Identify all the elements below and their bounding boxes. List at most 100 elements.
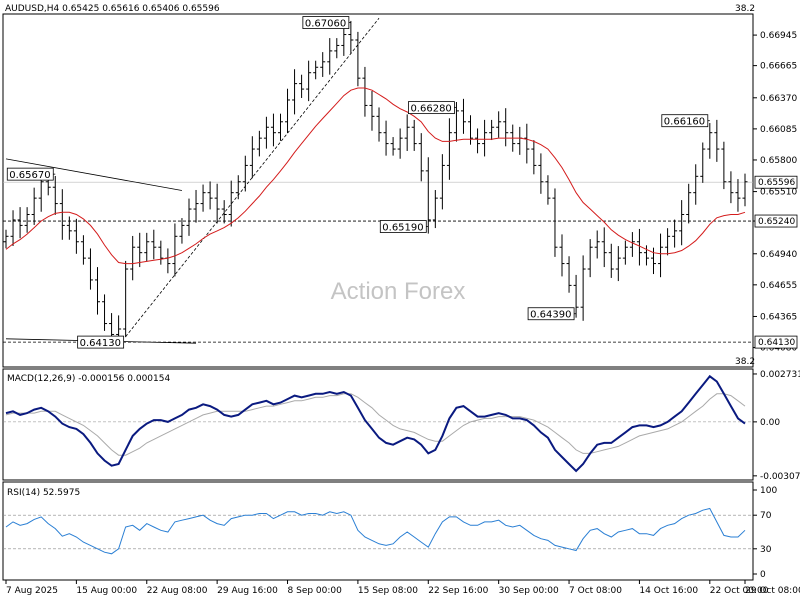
- ohlc-bar: [587, 239, 593, 278]
- ohlc-bar: [242, 155, 248, 192]
- ohlc-bar: [299, 74, 305, 98]
- ohlc-bar: [707, 123, 713, 159]
- x-tick-label: 7 Oct 08:00: [569, 586, 622, 596]
- x-tick-label: 22 Aug 08:00: [147, 586, 208, 596]
- ohlc-bar: [59, 189, 65, 240]
- ohlc-bar: [742, 173, 748, 207]
- price-tick-label: 0.66665: [760, 62, 797, 72]
- annotation-label: 0.67060: [305, 19, 346, 30]
- annotation-label: 0.65670: [9, 170, 50, 181]
- ohlc-bar: [496, 111, 502, 138]
- trendline-0: [5, 158, 183, 191]
- ohlc-bar: [566, 256, 572, 293]
- ohlc-bar: [292, 69, 298, 115]
- price-tick-label: 0.65800: [760, 156, 797, 166]
- ohlc-bar: [31, 187, 37, 225]
- ohlc-bar: [3, 229, 9, 249]
- x-tick-label: 15 Aug 00:00: [76, 586, 137, 596]
- ohlc-bar: [369, 91, 375, 131]
- ohlc-bar: [263, 116, 269, 149]
- ohlc-bar: [517, 126, 523, 155]
- ohlc-bar: [531, 140, 537, 175]
- ohlc-bar: [665, 228, 671, 256]
- ohlc-bar: [137, 232, 143, 268]
- ohlc-bar: [270, 113, 276, 147]
- price-annotation: 0.64130: [77, 335, 126, 349]
- ohlc-bar: [700, 142, 706, 183]
- rsi-pane-frame: [2, 481, 754, 581]
- ohlc-bar: [200, 184, 206, 212]
- price-annotation: 0.67060: [302, 16, 351, 30]
- ohlc-bar: [390, 137, 396, 156]
- ohlc-bar: [123, 260, 129, 338]
- ohlc-bar: [214, 183, 220, 224]
- ohlc-bar: [165, 248, 171, 274]
- ohlc-bar: [249, 136, 255, 179]
- ohlc-bar: [235, 175, 241, 200]
- ohlc-bar: [629, 232, 635, 257]
- macd-pane-frame: [2, 368, 754, 481]
- x-tick-label: 22 Sep 16:00: [428, 586, 488, 596]
- ohlc-bar: [432, 190, 438, 229]
- ohlc-bar: [643, 245, 649, 266]
- x-tick-label: 29 Oct 08:00: [745, 586, 800, 596]
- ohlc-bar: [552, 188, 558, 257]
- ohlc-bar: [277, 113, 283, 141]
- ohlc-bar: [573, 274, 579, 318]
- rsi-line: [5, 507, 746, 555]
- ohlc-bar: [672, 219, 678, 248]
- ohlc-bar: [446, 118, 452, 180]
- x-tick-label: 30 Sep 00:00: [499, 586, 559, 596]
- bottom-fib-label: 38.2: [735, 357, 755, 367]
- ohlc-bar: [482, 119, 488, 157]
- ohlc-bar: [728, 171, 734, 204]
- price-series: 0.67060 0.65670 0.66280 0.65190 0.64390 0.661…: [3, 16, 753, 349]
- ohlc-bar: [348, 20, 354, 54]
- price-annotation: 0.64390: [527, 307, 577, 321]
- ohlc-bar: [468, 115, 474, 145]
- ohlc-bar: [608, 243, 614, 278]
- ohlc-bar: [207, 181, 213, 210]
- price-tick-label: 0.64080: [760, 344, 797, 354]
- watermark: Action Forex: [331, 278, 466, 305]
- ohlc-bar: [679, 200, 685, 246]
- price-axis-marker: 0.65596: [758, 178, 795, 188]
- ohlc-bar: [580, 255, 586, 321]
- ohlc-bar: [658, 233, 664, 278]
- ohlc-bar: [151, 229, 157, 260]
- ohlc-bar: [327, 38, 333, 75]
- price-tick-label: 0.64655: [760, 281, 797, 291]
- ohlc-bar: [383, 120, 389, 156]
- ohlc-bar: [524, 123, 530, 164]
- rsi-tick-label: 30: [760, 545, 772, 555]
- price-annotation: 0.65670: [6, 167, 56, 181]
- annotation-label: 0.66160: [664, 117, 705, 128]
- rsi-tick-label: 100: [760, 486, 777, 496]
- macd-signal-line: [5, 393, 746, 456]
- price-annotation: 0.65190: [379, 220, 429, 233]
- price-tick-label: 0.65510: [760, 188, 797, 198]
- x-tick-label: 8 Sep 00:00: [288, 586, 343, 596]
- ohlc-bar: [186, 198, 192, 236]
- ohlc-bar: [735, 179, 741, 212]
- ohlc-bar: [453, 101, 459, 142]
- ohlc-bar: [256, 130, 262, 157]
- rsi-tick-label: 70: [760, 511, 772, 521]
- ohlc-bar: [601, 227, 607, 268]
- x-tick-label: 22 Oct 00:00: [710, 586, 769, 596]
- ohlc-bar: [594, 230, 600, 259]
- ohlc-bar: [313, 60, 319, 80]
- ohlc-bar: [158, 240, 164, 265]
- ohlc-bar: [397, 128, 403, 159]
- axes: 0.66945 0.66665 0.66370 0.66085 0.65800 0.655…: [5, 31, 800, 596]
- ohlc-bar: [228, 180, 234, 227]
- macd-main-line: [5, 374, 746, 473]
- macd-tick-label: -0.003077: [760, 472, 800, 482]
- price-header: AUDUSD,H4 0.65425 0.65616 0.65406 0.6559…: [5, 4, 220, 14]
- price-axis-marker: 0.65240: [758, 217, 795, 227]
- ohlc-bar: [439, 154, 445, 210]
- x-tick-label: 15 Sep 08:00: [358, 586, 418, 596]
- ohlc-bar: [418, 133, 424, 182]
- annotation-label: 0.64130: [80, 338, 121, 349]
